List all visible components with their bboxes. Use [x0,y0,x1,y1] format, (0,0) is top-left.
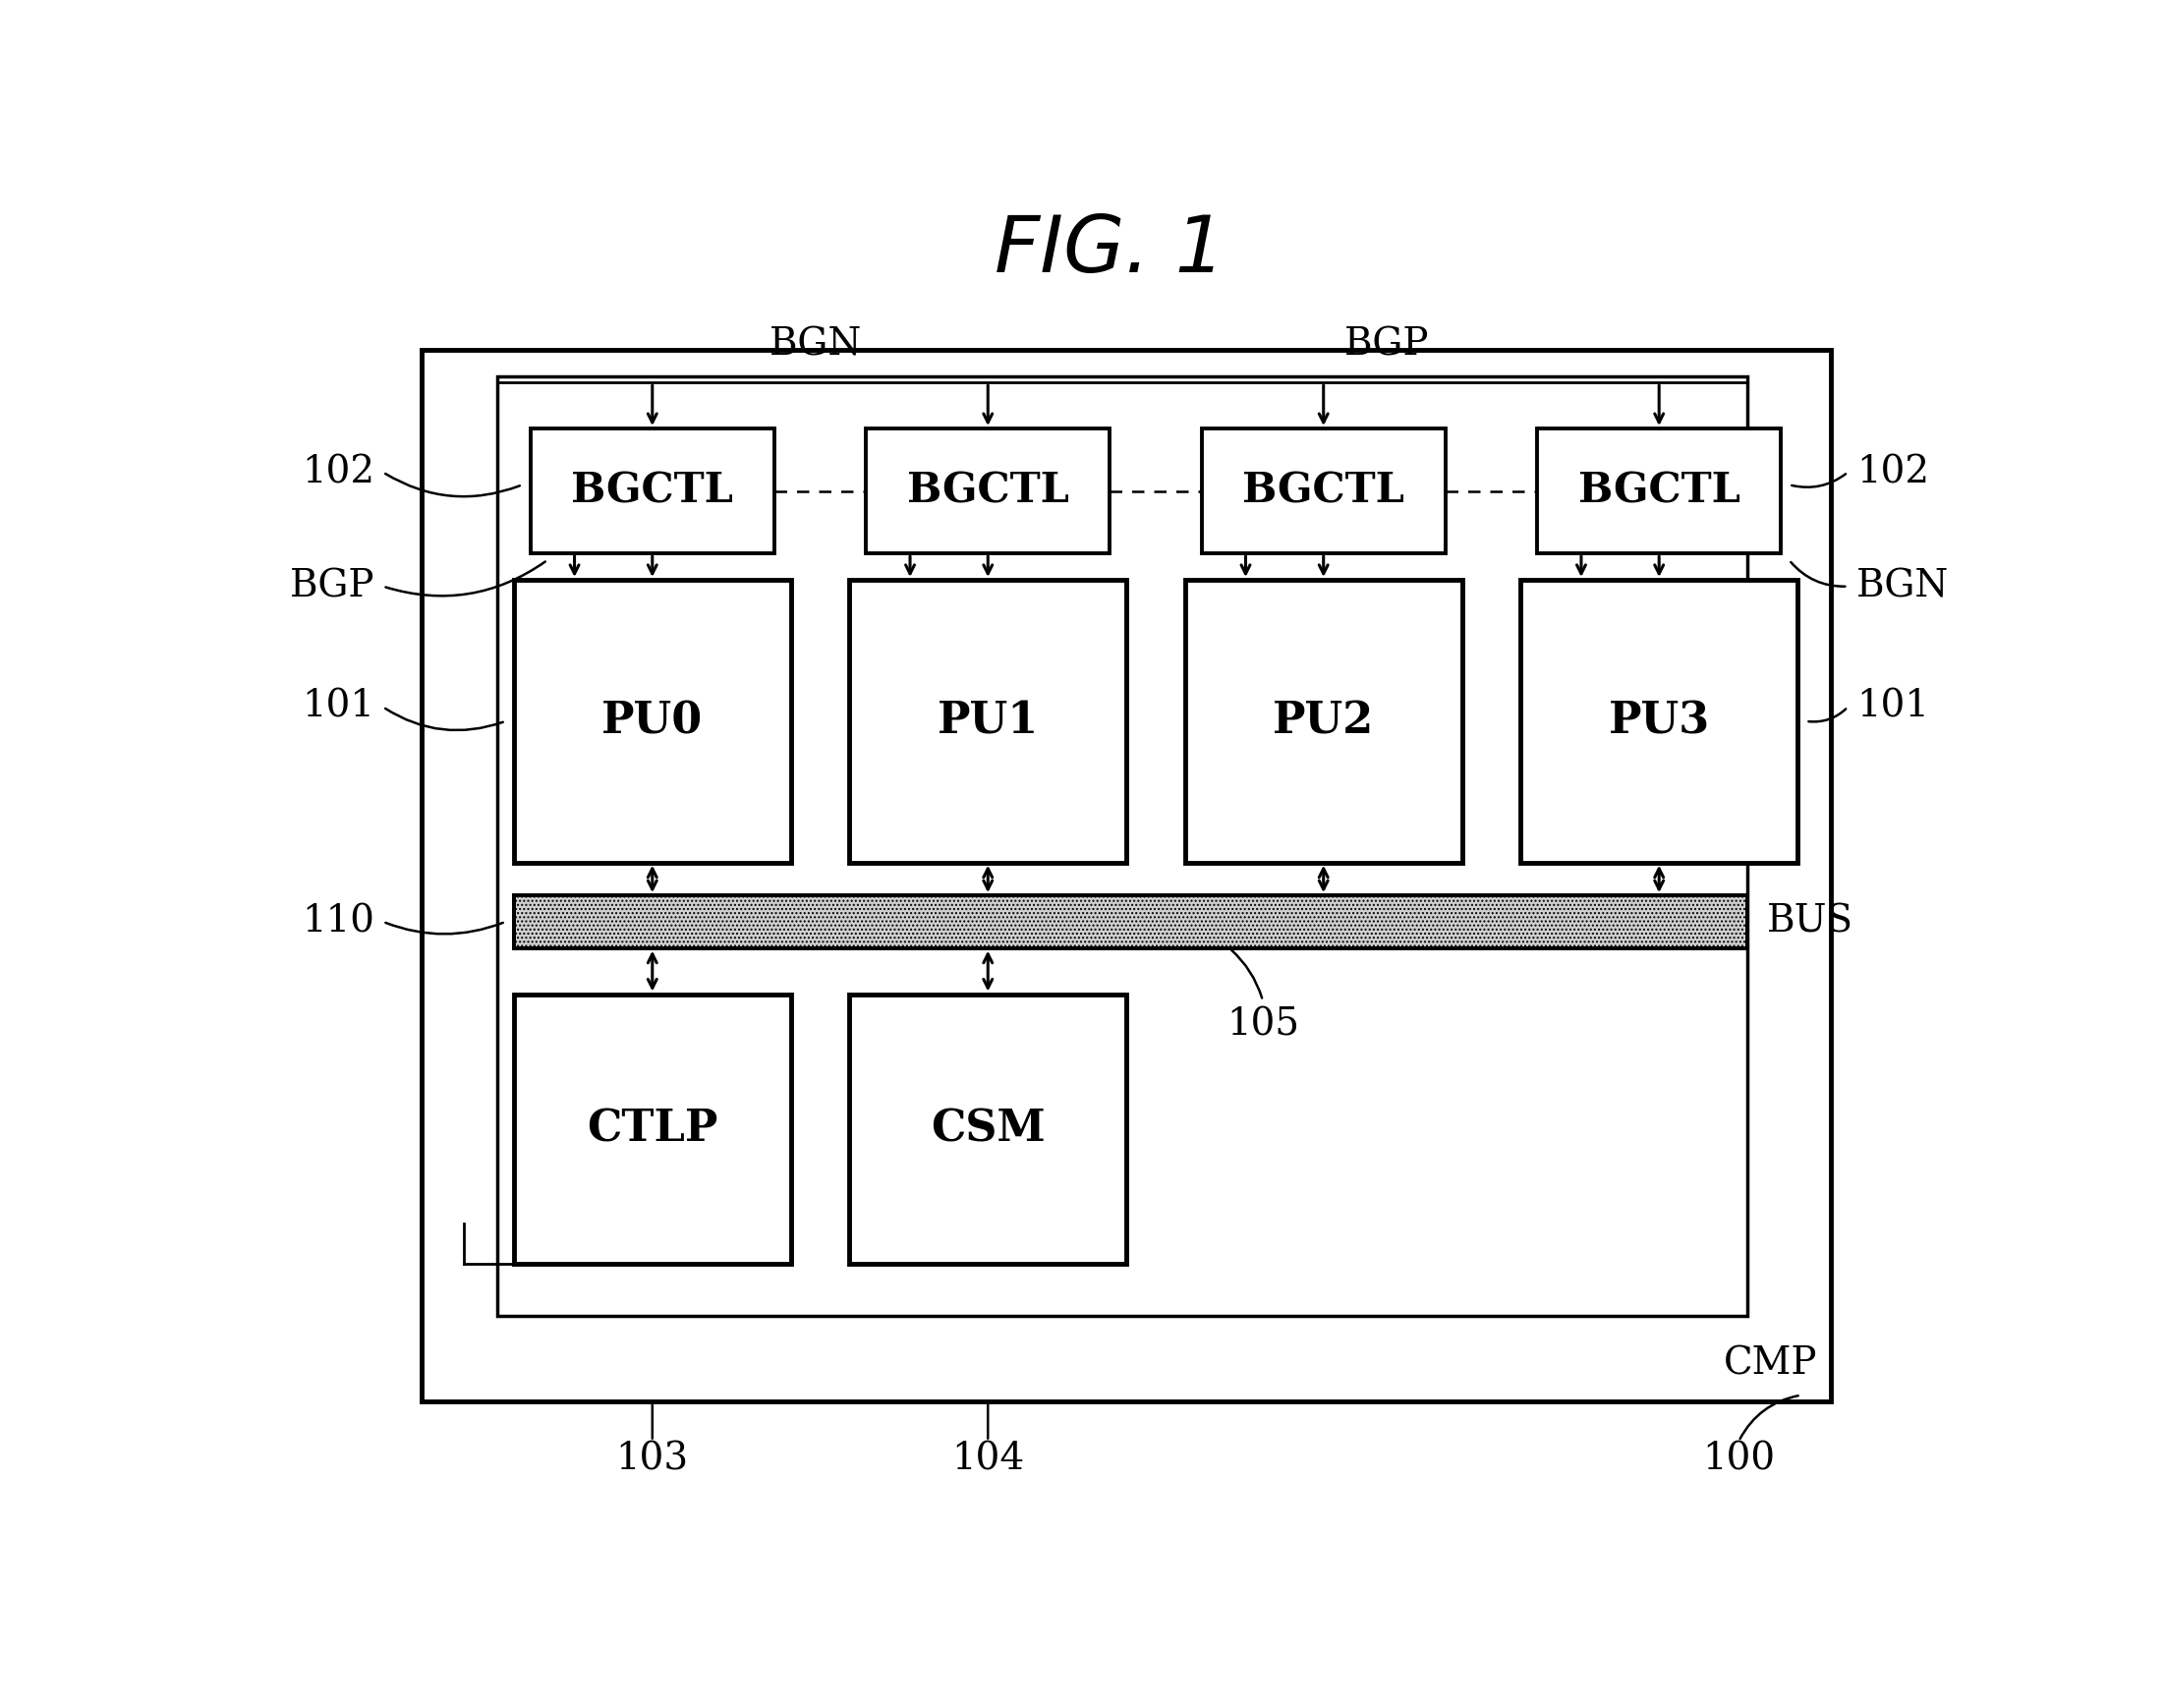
Bar [513,895,1747,948]
Bar [1202,429,1446,553]
Bar [498,376,1747,1317]
Text: PU3: PU3 [1609,700,1710,743]
Text: BGN: BGN [769,326,862,362]
Text: 102: 102 [301,454,375,490]
Text: CTLP: CTLP [587,1108,719,1149]
Bar [1520,579,1797,863]
Bar [849,579,1126,863]
Text: 103: 103 [615,1442,688,1477]
Bar [849,994,1126,1264]
Bar [513,579,790,863]
Text: 102: 102 [1855,454,1929,490]
Bar [1184,579,1461,863]
Text: BGCTL: BGCTL [1243,470,1405,512]
Text: BGP: BGP [1344,326,1429,362]
Text: CMP: CMP [1723,1346,1819,1382]
Text: 101: 101 [1855,688,1929,726]
Text: FIG. 1: FIG. 1 [994,214,1225,289]
Bar [422,350,1832,1402]
Text: PU0: PU0 [602,700,704,743]
Text: 105: 105 [1225,1008,1299,1044]
Text: PU1: PU1 [937,700,1039,743]
Text: BGN: BGN [1855,569,1948,605]
Bar [513,895,1747,948]
Text: PU2: PU2 [1273,700,1375,743]
Text: 104: 104 [950,1442,1024,1477]
Bar [1537,429,1782,553]
Text: 110: 110 [301,904,375,939]
Text: BGCTL: BGCTL [907,470,1070,512]
Bar [530,429,775,553]
Text: BGCTL: BGCTL [1578,470,1741,512]
Text: CSM: CSM [931,1108,1046,1149]
Text: 100: 100 [1702,1442,1775,1477]
Text: BGCTL: BGCTL [572,470,734,512]
Bar [866,429,1108,553]
Text: 101: 101 [301,688,375,726]
Text: BUS: BUS [1767,904,1853,939]
Text: BGP: BGP [290,569,375,605]
Bar [513,994,790,1264]
